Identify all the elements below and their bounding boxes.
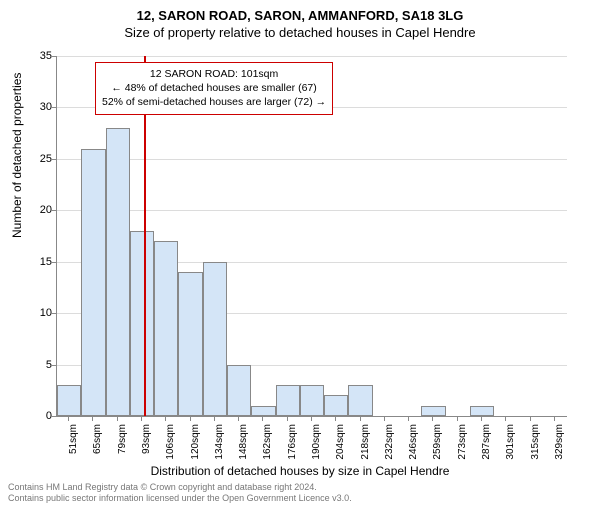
x-tick-mark: [554, 416, 555, 421]
histogram-bar: [251, 406, 275, 416]
histogram-bar: [300, 385, 324, 416]
x-tick-mark: [190, 416, 191, 421]
x-tick-label: 204sqm: [335, 424, 346, 464]
x-tick-label: 65sqm: [92, 424, 103, 464]
x-tick-label: 79sqm: [117, 424, 128, 464]
plot-area: 12 SARON ROAD: 101sqm ← 48% of detached …: [56, 56, 567, 417]
x-tick-mark: [384, 416, 385, 421]
x-tick-label: 287sqm: [481, 424, 492, 464]
x-tick-mark: [214, 416, 215, 421]
x-tick-mark: [262, 416, 263, 421]
x-tick-label: 134sqm: [214, 424, 225, 464]
histogram-bar: [324, 395, 348, 416]
y-axis-label: Number of detached properties: [10, 73, 24, 238]
gridline: [57, 159, 567, 160]
x-tick-label: 246sqm: [408, 424, 419, 464]
histogram-bar: [130, 231, 154, 416]
histogram-bar: [106, 128, 130, 416]
chart-container: 12, SARON ROAD, SARON, AMMANFORD, SA18 3…: [0, 8, 600, 508]
info-line-1: 12 SARON ROAD: 101sqm: [102, 67, 326, 81]
x-axis-label: Distribution of detached houses by size …: [0, 464, 600, 478]
histogram-bar: [178, 272, 202, 416]
x-tick-label: 259sqm: [432, 424, 443, 464]
x-tick-mark: [408, 416, 409, 421]
x-tick-label: 106sqm: [165, 424, 176, 464]
histogram-bar: [470, 406, 494, 416]
x-tick-mark: [505, 416, 506, 421]
histogram-bar: [421, 406, 445, 416]
footer-line-2: Contains public sector information licen…: [8, 493, 352, 504]
histogram-bar: [154, 241, 178, 416]
x-tick-label: 120sqm: [190, 424, 201, 464]
x-tick-mark: [92, 416, 93, 421]
x-tick-mark: [287, 416, 288, 421]
x-tick-mark: [68, 416, 69, 421]
histogram-bar: [348, 385, 372, 416]
gridline: [57, 56, 567, 57]
x-tick-mark: [481, 416, 482, 421]
histogram-bar: [81, 149, 105, 416]
histogram-bar: [227, 365, 251, 416]
x-tick-label: 162sqm: [262, 424, 273, 464]
x-tick-mark: [457, 416, 458, 421]
x-tick-label: 148sqm: [238, 424, 249, 464]
x-tick-label: 218sqm: [360, 424, 371, 464]
x-tick-label: 93sqm: [141, 424, 152, 464]
x-tick-label: 176sqm: [287, 424, 298, 464]
gridline: [57, 210, 567, 211]
x-tick-label: 51sqm: [68, 424, 79, 464]
footer-attribution: Contains HM Land Registry data © Crown c…: [8, 482, 352, 504]
x-tick-mark: [117, 416, 118, 421]
x-tick-label: 190sqm: [311, 424, 322, 464]
info-line-2: ← 48% of detached houses are smaller (67…: [102, 81, 326, 95]
x-tick-mark: [432, 416, 433, 421]
x-tick-mark: [360, 416, 361, 421]
x-tick-mark: [238, 416, 239, 421]
info-box: 12 SARON ROAD: 101sqm ← 48% of detached …: [95, 62, 333, 115]
histogram-bar: [203, 262, 227, 416]
footer-line-1: Contains HM Land Registry data © Crown c…: [8, 482, 352, 493]
x-tick-label: 273sqm: [457, 424, 468, 464]
chart-title: 12, SARON ROAD, SARON, AMMANFORD, SA18 3…: [0, 8, 600, 23]
x-tick-mark: [141, 416, 142, 421]
x-tick-mark: [530, 416, 531, 421]
x-tick-label: 329sqm: [554, 424, 565, 464]
histogram-bar: [276, 385, 300, 416]
x-tick-label: 315sqm: [530, 424, 541, 464]
x-tick-label: 232sqm: [384, 424, 395, 464]
x-tick-mark: [335, 416, 336, 421]
info-line-3: 52% of semi-detached houses are larger (…: [102, 95, 326, 109]
chart-subtitle: Size of property relative to detached ho…: [0, 25, 600, 40]
histogram-bar: [57, 385, 81, 416]
x-tick-mark: [165, 416, 166, 421]
x-tick-label: 301sqm: [505, 424, 516, 464]
x-tick-mark: [311, 416, 312, 421]
